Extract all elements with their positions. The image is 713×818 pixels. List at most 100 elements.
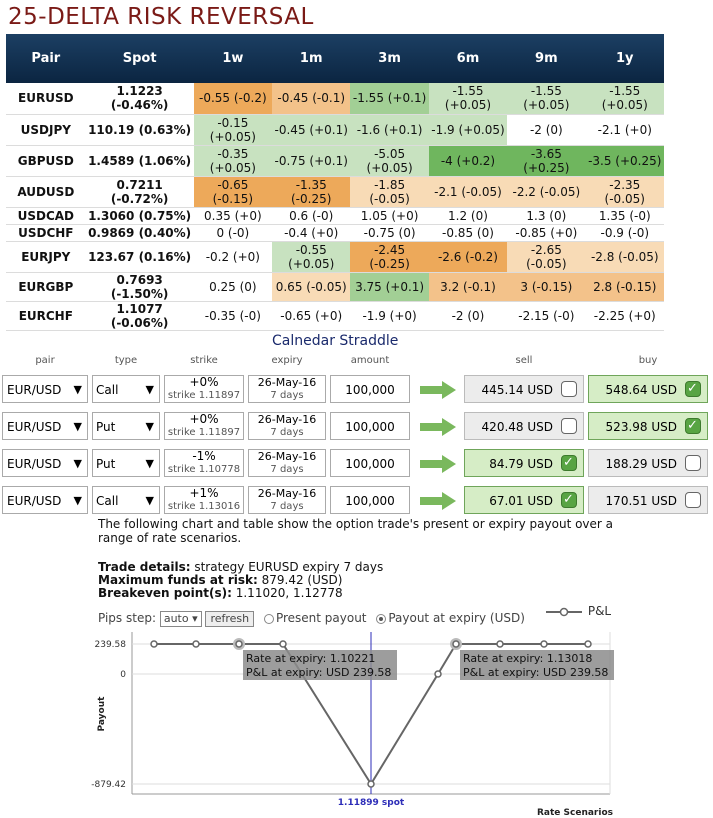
expiry-field[interactable]: 26-May-16 7 days xyxy=(248,486,326,514)
present-payout-radio[interactable] xyxy=(263,613,274,624)
y-axis-label: Payout xyxy=(97,696,107,732)
sell-checkbox[interactable] xyxy=(561,449,577,477)
rr-value-cell: -2.65 (-0.05) xyxy=(507,241,586,273)
chart-description: The following chart and table show the o… xyxy=(98,517,614,545)
type-select[interactable]: Put ▼ xyxy=(92,412,160,440)
rr-value-cell: -1.35 (-0.25) xyxy=(272,176,351,208)
amount-field[interactable]: 100,000 xyxy=(330,412,410,440)
pair-value: EUR/USD xyxy=(7,457,62,471)
pair-select[interactable]: EUR/USD ▼ xyxy=(2,486,88,514)
rr-value-cell: 1.3 (0) xyxy=(507,207,586,225)
sell-checkbox[interactable] xyxy=(561,381,577,397)
buy-price: 170.51 USD xyxy=(605,494,677,508)
sell-price: 84.79 USD xyxy=(489,457,553,471)
spot-cell: 1.1077 (-0.06%) xyxy=(85,301,194,331)
amount-field[interactable]: 100,000 xyxy=(330,486,410,514)
pair-cell: EURCHF xyxy=(6,301,86,331)
rr-value-cell: 3 (-0.15) xyxy=(507,272,586,302)
strike-field[interactable]: +0% strike 1.11897 xyxy=(164,412,244,440)
strike-value: strike 1.13016 xyxy=(167,501,241,512)
col-header-buy: buy xyxy=(638,355,658,366)
rr-value-cell: -0.4 (+0) xyxy=(272,224,351,242)
rr-value-cell: 0.25 (0) xyxy=(193,272,273,302)
buy-checkbox[interactable] xyxy=(685,492,701,508)
buy-price: 548.64 USD xyxy=(605,383,677,397)
straddle-leg-row: EUR/USD ▼ Call ▼ +1% strike 1.13016 26-May-… xyxy=(0,486,713,516)
buy-checkbox[interactable] xyxy=(685,455,701,471)
page-title: 25-DELTA RISK REVERSAL xyxy=(8,4,314,30)
dropdown-arrow-icon: ▼ xyxy=(145,420,154,433)
tooltip-pnl: P&L at expiry: USD 239.58 xyxy=(246,666,391,679)
col-header-1w: 1w xyxy=(193,34,273,83)
buy-checkbox[interactable] xyxy=(685,412,701,440)
sell-price-button[interactable]: 84.79 USD xyxy=(464,449,584,477)
buy-price-button[interactable]: 188.29 USD xyxy=(588,449,708,477)
expiry-payout-radio[interactable] xyxy=(376,613,387,624)
expiry-field[interactable]: 26-May-16 7 days xyxy=(248,375,326,403)
rr-value-cell: -3.5 (+0.25) xyxy=(585,145,664,177)
rr-value-cell: -2.25 (+0) xyxy=(585,301,664,331)
data-point xyxy=(452,640,460,648)
table-row: EURCHF 1.1077 (-0.06%) -0.35 (-0) -0.65 (+0… xyxy=(6,301,664,331)
strike-field[interactable]: -1% strike 1.10778 xyxy=(164,449,244,477)
strike-value: strike 1.11897 xyxy=(167,427,241,438)
trade-details: Trade details: strategy EURUSD expiry 7 … xyxy=(98,561,383,600)
dropdown-arrow-icon: ▼ xyxy=(145,383,154,396)
dropdown-arrow-icon: ▼ xyxy=(145,457,154,470)
col-header-amount: amount xyxy=(350,355,390,366)
expiry-field[interactable]: 26-May-16 7 days xyxy=(248,449,326,477)
type-value: Put xyxy=(96,420,116,434)
sell-checkbox[interactable] xyxy=(561,418,577,434)
refresh-button[interactable]: refresh xyxy=(205,610,255,627)
rr-value-cell: -2.15 (-0) xyxy=(507,301,586,331)
rr-value-cell: -0.2 (+0) xyxy=(193,241,273,273)
strike-field[interactable]: +1% strike 1.13016 xyxy=(164,486,244,514)
rr-value-cell: -4 (+0.2) xyxy=(428,145,508,177)
pair-select[interactable]: EUR/USD ▼ xyxy=(2,375,88,403)
type-select[interactable]: Call ▼ xyxy=(92,486,160,514)
pair-select[interactable]: EUR/USD ▼ xyxy=(2,412,88,440)
funds-at-risk-value: 879.42 (USD) xyxy=(257,573,343,587)
table-row: AUDUSD 0.7211 (-0.72%) -0.65 (-0.15) -1.35 (-… xyxy=(6,176,664,208)
rr-value-cell: -0.85 (0) xyxy=(428,224,508,242)
rr-value-cell: -0.75 (0) xyxy=(350,224,429,242)
breakeven-value: 1.11020, 1.12778 xyxy=(231,586,343,600)
spot-cell: 0.9869 (0.40%) xyxy=(85,224,194,242)
breakeven-label: Breakeven point(s): xyxy=(98,586,232,600)
rr-value-cell: -0.65 (+0) xyxy=(272,301,351,331)
dropdown-arrow-icon: ▼ xyxy=(73,457,82,470)
strike-field[interactable]: +0% strike 1.11897 xyxy=(164,375,244,403)
col-header-6m: 6m xyxy=(428,34,508,83)
buy-price-button[interactable]: 170.51 USD xyxy=(588,486,708,514)
rr-value-cell: -0.45 (-0.1) xyxy=(272,83,351,115)
pips-step-label: Pips step: xyxy=(98,611,156,625)
buy-price-button[interactable]: 523.98 USD xyxy=(588,412,708,440)
pips-step-select[interactable]: auto ▾ xyxy=(159,610,202,627)
type-select[interactable]: Put ▼ xyxy=(92,449,160,477)
straddle-leg-row: EUR/USD ▼ Call ▼ +0% strike 1.11897 26-May-… xyxy=(0,375,713,405)
rr-value-cell: -2.45 (-0.25) xyxy=(350,241,429,273)
rr-value-cell: -1.55 (+0.05) xyxy=(507,83,586,115)
strike-pct: +0% xyxy=(189,375,219,389)
pair-select[interactable]: EUR/USD ▼ xyxy=(2,449,88,477)
col-header-type: type xyxy=(114,355,138,366)
amount-field[interactable]: 100,000 xyxy=(330,375,410,403)
rr-value-cell: -0.35 (-0) xyxy=(193,301,273,331)
expiry-days: 7 days xyxy=(270,464,304,475)
col-header-strike: strike xyxy=(190,355,218,366)
spot-cell: 0.7211 (-0.72%) xyxy=(85,176,194,208)
sell-price-button[interactable]: 67.01 USD xyxy=(464,486,584,514)
rr-value-cell: 2.8 (-0.15) xyxy=(585,272,664,302)
expiry-field[interactable]: 26-May-16 7 days xyxy=(248,412,326,440)
sell-price-button[interactable]: 445.14 USD xyxy=(464,375,584,403)
col-header-spot: Spot xyxy=(85,34,194,83)
rr-value-cell: 3.2 (-0.1) xyxy=(428,272,508,302)
table-row: USDCHF 0.9869 (0.40%) 0 (-0) -0.4 (+0) -0.75… xyxy=(6,224,664,242)
rr-value-cell: -3.65 (+0.25) xyxy=(507,145,586,177)
buy-checkbox[interactable] xyxy=(685,375,701,403)
amount-field[interactable]: 100,000 xyxy=(330,449,410,477)
type-select[interactable]: Call ▼ xyxy=(92,375,160,403)
sell-price-button[interactable]: 420.48 USD xyxy=(464,412,584,440)
buy-price-button[interactable]: 548.64 USD xyxy=(588,375,708,403)
sell-checkbox[interactable] xyxy=(561,486,577,514)
